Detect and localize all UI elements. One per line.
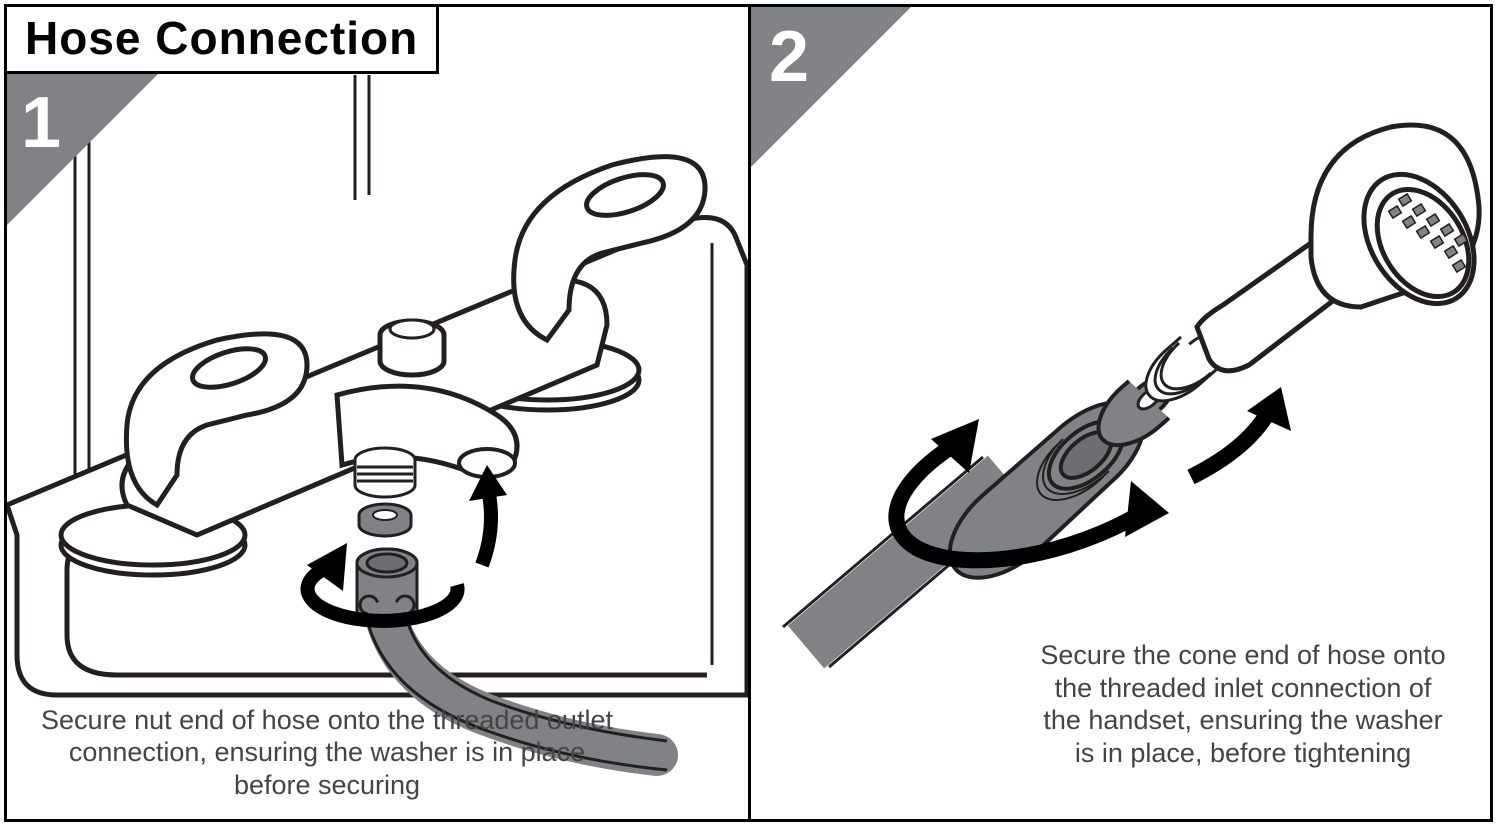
section-title: Hose Connection — [25, 12, 418, 64]
step-panel-1: Hose Connection 1 — [7, 7, 751, 819]
step-1-number: 1 — [21, 87, 61, 159]
step-2-caption: Secure the cone end of hose onto the thr… — [1033, 639, 1453, 769]
step-2-number: 2 — [769, 21, 809, 93]
section-title-box: Hose Connection — [7, 7, 439, 74]
step-1-caption: Secure nut end of hose onto the threaded… — [27, 704, 627, 801]
step-panel-2: 2 — [751, 7, 1493, 819]
instruction-frame: Hose Connection 1 — [4, 4, 1493, 822]
